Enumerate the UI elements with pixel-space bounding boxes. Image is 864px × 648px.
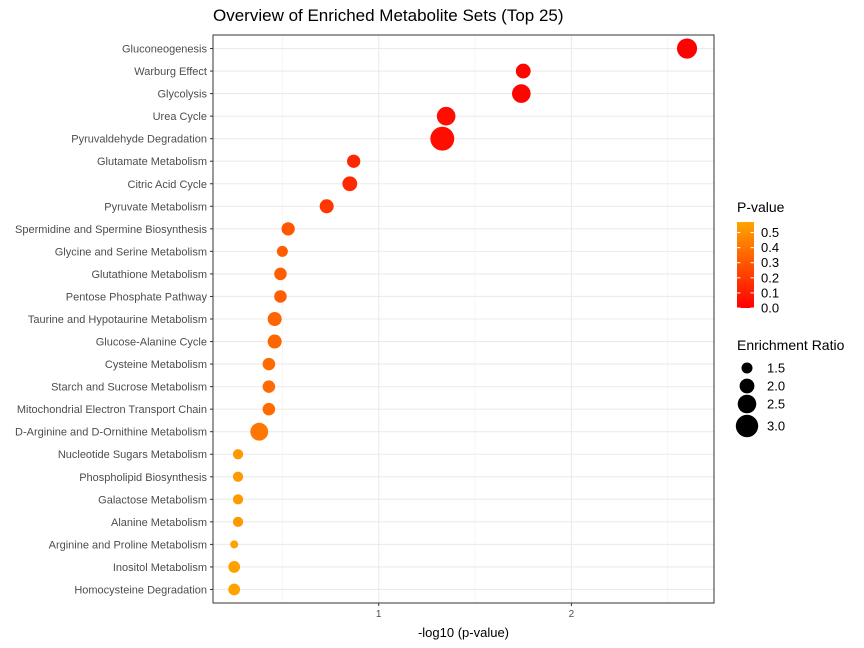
pvalue-legend-label: 0.2 <box>761 270 779 285</box>
plot-panel <box>212 34 715 604</box>
category-label: D-Arginine and D-Ornithine Metabolism <box>15 427 207 439</box>
enrichment-ratio-legend-key <box>739 378 755 394</box>
data-point <box>267 334 282 349</box>
chart-title: Overview of Enriched Metabolite Sets (To… <box>213 6 564 25</box>
data-point <box>228 583 241 596</box>
category-label: Inositol Metabolism <box>113 562 207 574</box>
category-label: Pyruvate Metabolism <box>104 201 207 213</box>
data-point <box>262 357 276 371</box>
category-label: Glycolysis <box>157 89 207 101</box>
enrichment-ratio-legend: Enrichment Ratio 1.5 2.0 2.5 3.0 <box>735 337 845 438</box>
enrichment-ratio-legend-label: 3.0 <box>767 419 785 434</box>
x-axis-title: -log10 (p-value) <box>418 625 509 640</box>
enrichment-ratio-legend-key <box>737 394 757 414</box>
data-point <box>250 422 269 441</box>
pvalue-legend-title: P-value <box>737 199 785 215</box>
pvalue-legend-label: 0.4 <box>761 240 779 255</box>
category-label: Cysteine Metabolism <box>105 359 207 371</box>
category-label: Glutathione Metabolism <box>91 269 207 281</box>
data-point <box>319 199 334 214</box>
category-label: Spermidine and Spermine Biosynthesis <box>15 224 207 236</box>
data-point <box>274 267 287 281</box>
enrichment-ratio-legend-title: Enrichment Ratio <box>737 337 845 353</box>
category-label: Nucleotide Sugars Metabolism <box>58 449 207 461</box>
data-point <box>347 154 361 168</box>
category-label: Pentose Phosphate Pathway <box>66 291 208 303</box>
category-label: Glutamate Metabolism <box>97 156 207 168</box>
data-point <box>342 176 358 192</box>
data-point <box>281 222 295 236</box>
data-point <box>232 494 244 505</box>
enrichment-ratio-legend-label: 2.0 <box>767 379 785 394</box>
data-point <box>230 540 239 549</box>
category-label: Galactose Metabolism <box>98 494 207 506</box>
data-point <box>267 311 282 327</box>
category-label: Taurine and Hypotaurine Metabolism <box>28 314 207 326</box>
x-tick-label: 2 <box>569 609 575 620</box>
enrichment-ratio-legend-label: 2.5 <box>767 397 785 412</box>
enrichment-ratio-legend-label: 1.5 <box>767 361 785 376</box>
data-point <box>430 126 455 151</box>
category-label: Gluconeogenesis <box>122 44 208 56</box>
category-label: Glucose-Alanine Cycle <box>96 337 207 349</box>
enrichment-ratio-legend-key <box>741 362 753 374</box>
pvalue-legend-label: 0.3 <box>761 255 779 270</box>
category-label: Starch and Sucrose Metabolism <box>51 382 207 394</box>
category-labels: Gluconeogenesis Warburg Effect Glycolysis U… <box>15 44 213 596</box>
category-label: Citric Acid Cycle <box>128 179 207 191</box>
category-label: Glycine and Serine Metabolism <box>55 246 207 258</box>
enrichment-ratio-legend-key <box>735 414 759 438</box>
category-label: Homocysteine Degradation <box>74 584 207 596</box>
data-point <box>676 38 698 59</box>
data-point <box>436 106 456 126</box>
pvalue-legend-label: 0.1 <box>761 285 779 300</box>
category-label: Warburg Effect <box>134 66 207 78</box>
pvalue-legend: P-value 0.00.10.20.30.40.5 <box>737 199 785 316</box>
pvalue-colorbar <box>737 222 754 308</box>
category-label: Pyruvaldehyde Degradation <box>71 134 207 146</box>
data-point <box>232 516 244 527</box>
category-label: Mitochondrial Electron Transport Chain <box>17 404 207 416</box>
category-label: Alanine Metabolism <box>111 517 207 529</box>
pvalue-legend-label: 0.5 <box>761 225 779 240</box>
data-point <box>262 380 276 393</box>
category-label: Phospholipid Biosynthesis <box>79 472 207 484</box>
category-label: Urea Cycle <box>153 111 207 123</box>
data-point <box>228 561 241 573</box>
data-point <box>512 84 531 103</box>
data-point <box>262 402 276 416</box>
data-point <box>276 245 288 257</box>
category-label: Arginine and Proline Metabolism <box>49 539 207 551</box>
data-point <box>515 63 531 79</box>
x-tick-label: 1 <box>376 609 382 620</box>
data-point <box>232 449 244 460</box>
pvalue-legend-label: 0.0 <box>761 301 779 316</box>
data-point <box>232 471 244 482</box>
data-point <box>274 290 287 303</box>
